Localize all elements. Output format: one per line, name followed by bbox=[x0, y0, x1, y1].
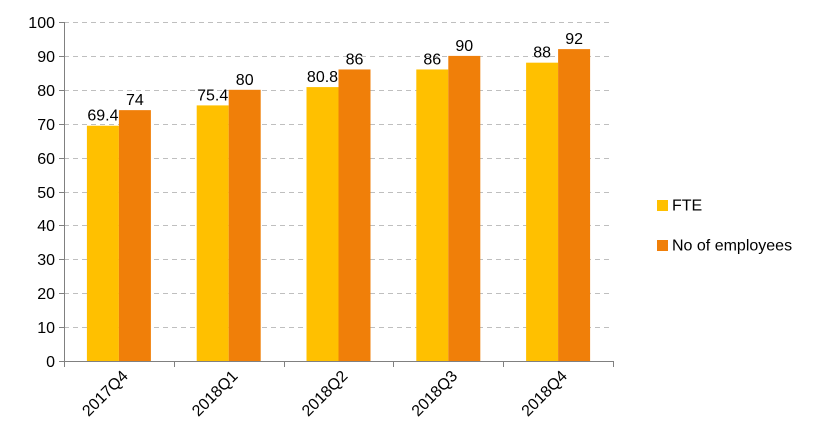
y-tick-label: 0 bbox=[46, 354, 55, 371]
bars bbox=[86, 49, 591, 362]
x-category-label: 2018Q2 bbox=[299, 368, 351, 420]
data-label: 75.4 bbox=[197, 87, 228, 104]
bar-no-of-employees bbox=[448, 55, 481, 362]
y-tick-label: 50 bbox=[37, 185, 55, 202]
bar-fte bbox=[416, 69, 449, 362]
x-category-label: 2017Q4 bbox=[79, 368, 131, 420]
y-tick-label: 100 bbox=[28, 15, 55, 32]
bar-no-of-employees bbox=[228, 89, 261, 362]
bar-fte bbox=[526, 62, 559, 362]
bar-fte bbox=[196, 105, 229, 361]
y-tick-label: 70 bbox=[37, 117, 55, 134]
bar-fte bbox=[306, 87, 339, 361]
x-category-label: 2018Q1 bbox=[189, 368, 241, 420]
data-labels: 69.4 74 75.4 80 80.8 86 86 90 88 92 bbox=[87, 31, 583, 125]
data-label: 80.8 bbox=[307, 69, 338, 86]
legend-swatch bbox=[657, 240, 668, 251]
y-tick-label: 90 bbox=[37, 49, 55, 66]
y-tick-label: 40 bbox=[37, 218, 55, 235]
data-label: 69.4 bbox=[87, 108, 118, 125]
x-category-label: 2018Q3 bbox=[409, 368, 461, 420]
data-label: 80 bbox=[236, 72, 254, 89]
y-tick-label: 60 bbox=[37, 151, 55, 168]
bar-fte bbox=[86, 125, 119, 361]
y-tick-label: 30 bbox=[37, 252, 55, 269]
data-label: 92 bbox=[565, 31, 583, 48]
legend-label: FTE bbox=[672, 198, 702, 215]
legend-swatch bbox=[657, 200, 668, 211]
data-label: 74 bbox=[126, 92, 144, 109]
y-tick-label: 20 bbox=[37, 286, 55, 303]
data-label: 90 bbox=[455, 38, 473, 55]
legend: FTE No of employees bbox=[657, 198, 792, 255]
bar-no-of-employees bbox=[338, 69, 371, 362]
bar-no-of-employees bbox=[118, 110, 151, 361]
y-tick-label: 80 bbox=[37, 83, 55, 100]
data-label: 88 bbox=[533, 45, 551, 62]
x-category-label: 2018Q4 bbox=[519, 368, 571, 420]
y-tick-label: 10 bbox=[37, 320, 55, 337]
bar-no-of-employees bbox=[558, 49, 591, 362]
legend-label: No of employees bbox=[672, 238, 792, 255]
data-label: 86 bbox=[423, 51, 441, 68]
data-label: 86 bbox=[346, 51, 364, 68]
